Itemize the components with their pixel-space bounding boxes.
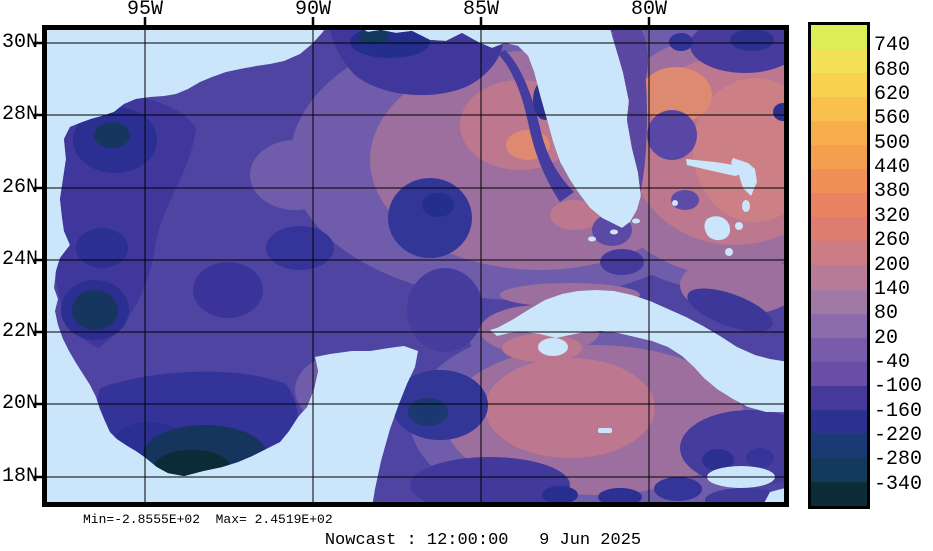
colorbar-band: [811, 265, 867, 290]
map-border: [42, 25, 789, 507]
colorbar-band: [811, 193, 867, 218]
colorbar-band: [811, 241, 867, 266]
colorbar-tick-label: 80: [874, 302, 899, 326]
colorbar-band: [811, 289, 867, 314]
colorbar-band: [811, 481, 867, 506]
colorbar-tick-label: 620: [874, 83, 911, 107]
colorbar-tick-label: 500: [874, 131, 911, 155]
lat-tick-label: 24N: [1, 248, 38, 271]
colorbar-tick-label: -160: [874, 399, 923, 423]
colorbar-band: [811, 49, 867, 74]
bahamas-andros: [704, 216, 731, 241]
colorbar-band: [811, 169, 867, 194]
colorbar-band: [811, 121, 867, 146]
lon-tick-label: 90W: [294, 0, 331, 21]
bahamas-eleuthera: [731, 158, 757, 196]
colorbar-band: [811, 217, 867, 242]
lat-tick-label: 18N: [1, 465, 38, 488]
colorbar-tick-label: 20: [874, 326, 899, 350]
colorbar-band: [811, 97, 867, 122]
colorbar-tick-label: -280: [874, 448, 923, 472]
colorbar-tick-label: 440: [874, 156, 911, 180]
colorbar-tick-label: 320: [874, 204, 911, 228]
colorbar: [808, 22, 870, 509]
colorbar-band: [811, 25, 867, 50]
lon-tick-label: 85W: [462, 0, 499, 21]
cayman-island: [598, 428, 612, 433]
bahamas-grand-bahama: [686, 159, 748, 176]
colorbar-band: [811, 313, 867, 338]
colorbar-tick-label: 140: [874, 277, 911, 301]
cuba-island: [490, 290, 789, 412]
colorbar-tick-label: 680: [874, 58, 911, 82]
colorbar-band: [811, 73, 867, 98]
isle-of-youth-island: [538, 338, 568, 356]
colorbar-band: [811, 385, 867, 410]
grid-lines: [42, 25, 789, 507]
colorbar-tick-label: -100: [874, 375, 923, 399]
colorbar-tick-label: 740: [874, 34, 911, 58]
colorbar-band: [811, 145, 867, 170]
colorbar-tick-label: 260: [874, 229, 911, 253]
lat-tick-label: 26N: [1, 176, 38, 199]
caption-timestamp: Nowcast : 12:00:00 9 Jun 2025: [324, 531, 642, 550]
colorbar-tick-label: -40: [874, 350, 911, 374]
lat-tick-label: 28N: [1, 103, 38, 126]
lat-tick-label: 22N: [1, 320, 38, 343]
colorbar-band: [811, 337, 867, 362]
colorbar-tick-label: 200: [874, 253, 911, 277]
colorbar-band: [811, 433, 867, 458]
lat-tick-label: 20N: [1, 392, 38, 415]
axis-ticks: [34, 17, 651, 479]
lon-tick-label: 80W: [630, 0, 667, 21]
colorbar-tick-label: -220: [874, 423, 923, 447]
florida-keys: [632, 218, 640, 224]
colorbar-tick-label: 380: [874, 180, 911, 204]
min-max-stats: Min=-2.8555E+02 Max= 2.4519E+02: [83, 512, 333, 527]
colorbar-tick-label: -340: [874, 472, 923, 496]
lat-tick-label: 30N: [1, 31, 38, 54]
colorbar-band: [811, 457, 867, 482]
colorbar-band: [811, 409, 867, 434]
colorbar-band: [811, 361, 867, 386]
colorbar-tick-label: 560: [874, 107, 911, 131]
lon-tick-label: 95W: [126, 0, 163, 21]
